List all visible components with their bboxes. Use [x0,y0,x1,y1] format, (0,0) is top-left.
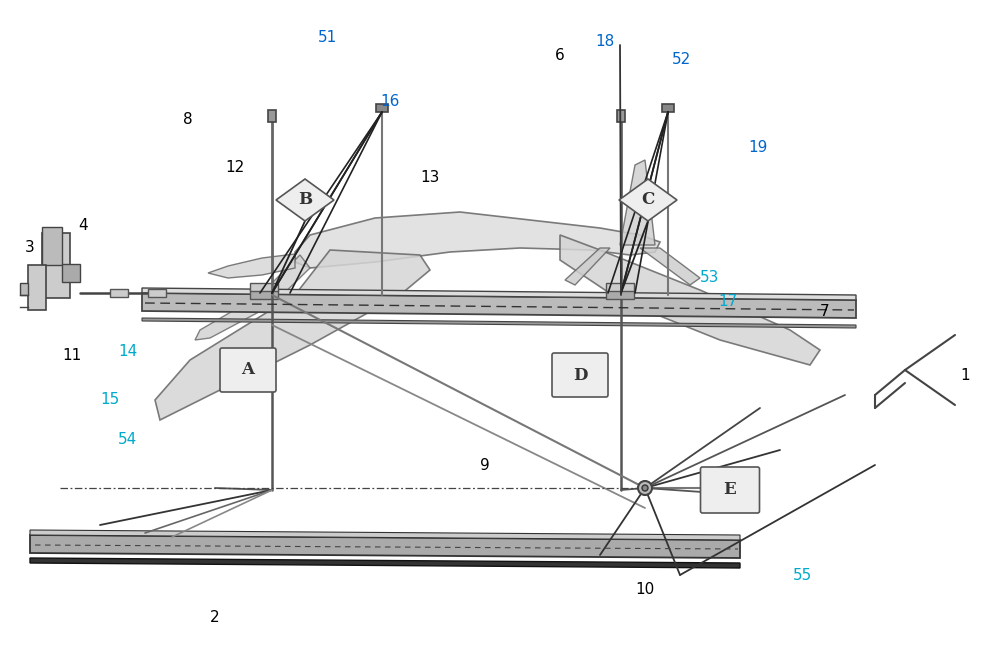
Polygon shape [155,250,430,420]
Text: 10: 10 [635,582,654,597]
Polygon shape [560,235,820,365]
Text: 17: 17 [718,294,737,309]
Bar [606,289,634,299]
Polygon shape [30,558,740,568]
Bar [662,104,674,112]
Polygon shape [565,248,610,285]
FancyBboxPatch shape [220,348,276,392]
Text: 14: 14 [118,344,137,360]
Polygon shape [30,530,740,540]
Polygon shape [640,248,700,285]
Text: 12: 12 [225,160,244,175]
Circle shape [642,485,648,491]
Text: C: C [641,192,655,208]
Text: 13: 13 [420,171,439,186]
Text: 15: 15 [100,393,119,408]
Text: 51: 51 [318,30,337,45]
Text: 9: 9 [480,457,490,472]
Bar [250,289,278,299]
Bar [606,283,634,291]
Circle shape [638,481,652,495]
Polygon shape [620,160,655,245]
Bar [20,283,28,295]
Polygon shape [276,179,334,221]
Text: 53: 53 [700,270,719,285]
Bar [376,104,388,112]
Polygon shape [142,293,856,318]
Text: 16: 16 [380,94,399,109]
Bar [268,110,276,122]
Polygon shape [619,179,677,221]
Text: 1: 1 [960,367,970,382]
Bar [42,233,70,298]
Text: D: D [573,366,587,384]
Text: 52: 52 [672,52,691,67]
Text: 55: 55 [793,567,812,582]
Text: 8: 8 [183,113,193,127]
FancyBboxPatch shape [700,467,760,513]
Text: 18: 18 [595,34,614,50]
Bar [42,227,62,265]
Text: A: A [242,362,254,378]
Text: 19: 19 [748,140,767,155]
Text: 4: 4 [78,217,88,232]
Text: 6: 6 [555,47,565,63]
Bar [250,283,278,291]
Text: E: E [724,481,736,498]
Polygon shape [142,288,856,300]
Text: 3: 3 [25,241,35,256]
Text: B: B [298,192,312,208]
Polygon shape [30,535,740,558]
Polygon shape [208,254,295,278]
Text: 7: 7 [820,305,830,320]
Bar [62,264,80,282]
Polygon shape [295,212,660,268]
Bar [110,289,128,297]
Text: 11: 11 [62,347,81,362]
Text: 2: 2 [210,611,220,626]
Polygon shape [195,255,310,340]
Bar [617,110,625,122]
Polygon shape [142,318,856,328]
Text: 54: 54 [118,432,137,448]
Bar [28,265,46,310]
FancyBboxPatch shape [552,353,608,397]
Bar [148,289,166,297]
